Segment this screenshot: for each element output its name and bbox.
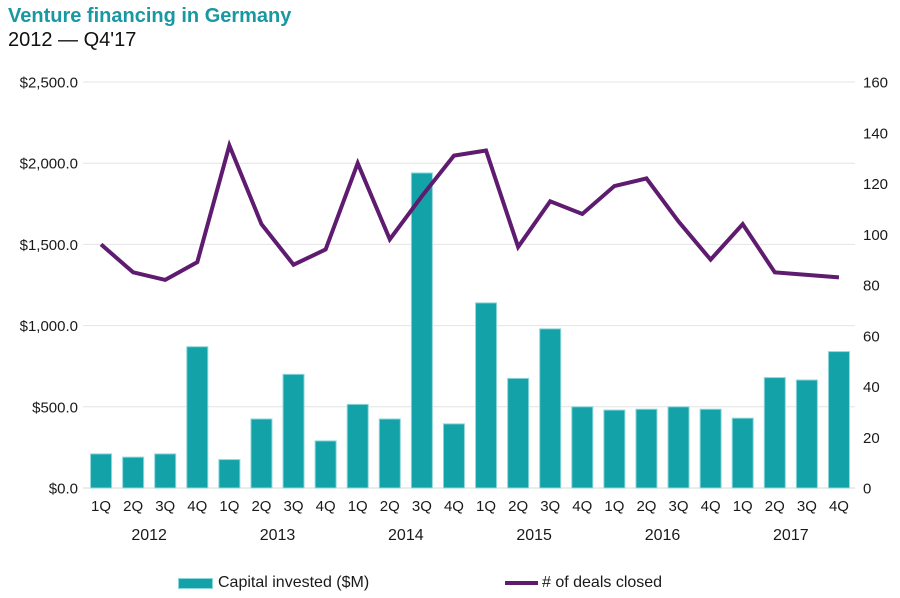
right-axis-tick-label: 140 <box>863 125 888 142</box>
capital-invested-bar-2016-4Q <box>699 408 722 489</box>
capital-invested-bar-2014-1Q <box>346 403 369 489</box>
capital-invested-bar-2016-3Q <box>667 406 690 489</box>
quarter-label: 1Q <box>91 498 111 515</box>
venture-financing-chart: $0.0 $500.0 $1,000.0 $1,500.0 $2,000.0 $2,500… <box>20 75 888 545</box>
quarter-label: 2Q <box>251 498 271 515</box>
capital-invested-bar-2017-2Q <box>763 377 786 489</box>
capital-invested-bar-2017-4Q <box>827 351 850 489</box>
capital-invested-bar-2017-3Q <box>795 379 818 489</box>
right-axis-tick-label: 20 <box>863 430 880 447</box>
quarter-label: 2Q <box>123 498 143 515</box>
capital-invested-bar-2015-3Q <box>539 328 562 489</box>
capital-invested-bar-2012-4Q <box>186 346 209 489</box>
left-axis-tick-label: $2,000.0 <box>20 156 78 173</box>
quarter-label: 2Q <box>636 498 656 515</box>
right-axis-tick-label: 40 <box>863 379 880 396</box>
capital-invested-bar-2015-2Q <box>507 377 530 489</box>
capital-invested-bar-2014-3Q <box>410 172 433 489</box>
left-axis-tick-label: $500.0 <box>32 399 78 416</box>
capital-invested-bar-2012-2Q <box>122 456 145 489</box>
year-label-2012: 2012 <box>131 527 167 544</box>
quarter-label: 3Q <box>155 498 175 515</box>
right-axis-tick-label: 0 <box>863 481 871 498</box>
deals-closed-swatch <box>505 581 538 585</box>
year-label-2015: 2015 <box>516 527 552 544</box>
left-axis-tick-label: $0.0 <box>49 481 78 498</box>
quarter-label: 4Q <box>572 498 592 515</box>
quarter-label: 1Q <box>733 498 753 515</box>
right-axis-tick-label: 120 <box>863 176 888 193</box>
right-axis-tick-label: 60 <box>863 328 880 345</box>
right-axis-tick-label: 80 <box>863 278 880 295</box>
capital-invested-bar-2013-1Q <box>218 459 241 489</box>
year-label-2017: 2017 <box>773 527 809 544</box>
quarter-label: 3Q <box>669 498 689 515</box>
capital-invested-swatch <box>178 577 213 589</box>
capital-invested-bar-2014-2Q <box>378 418 401 489</box>
capital-invested-bar-2013-2Q <box>250 418 273 489</box>
capital-invested-bar-2017-1Q <box>731 417 754 489</box>
quarter-label: 1Q <box>476 498 496 515</box>
legend-label-capital-invested: Capital invested ($M) <box>218 574 370 591</box>
chart-subtitle: 2012 — Q4'17 <box>8 29 137 51</box>
quarter-label: 3Q <box>412 498 432 515</box>
quarter-label: 4Q <box>187 498 207 515</box>
chart-title: Venture financing in Germany <box>8 5 292 27</box>
left-axis-tick-label: $2,500.0 <box>20 75 78 92</box>
capital-invested-bar-2016-1Q <box>603 409 626 489</box>
quarter-label: 2Q <box>380 498 400 515</box>
quarter-label: 4Q <box>316 498 336 515</box>
quarter-label: 2Q <box>765 498 785 515</box>
quarter-label: 1Q <box>348 498 368 515</box>
capital-invested-bar-2013-3Q <box>282 373 305 489</box>
capital-invested-bar-2014-4Q <box>442 423 465 489</box>
quarter-label: 3Q <box>797 498 817 515</box>
legend-item-deals-closed: # of deals closed <box>505 574 662 592</box>
quarter-label: 4Q <box>701 498 721 515</box>
legend-item-capital-invested: Capital invested ($M) <box>178 574 369 592</box>
deals-closed-line <box>99 139 840 283</box>
quarter-label: 2Q <box>508 498 528 515</box>
legend-label-deals-closed: # of deals closed <box>542 574 663 591</box>
capital-invested-bar-2015-4Q <box>571 406 594 489</box>
quarter-label: 4Q <box>829 498 849 515</box>
right-axis-tick-label: 100 <box>863 227 888 244</box>
capital-invested-bar-2012-3Q <box>154 453 177 489</box>
capital-invested-bar-2016-2Q <box>635 408 658 489</box>
quarter-label: 3Q <box>284 498 304 515</box>
quarter-label: 1Q <box>604 498 624 515</box>
quarter-label: 4Q <box>444 498 464 515</box>
left-axis-tick-label: $1,000.0 <box>20 318 78 335</box>
year-label-2016: 2016 <box>645 527 681 544</box>
quarter-label: 3Q <box>540 498 560 515</box>
year-label-2013: 2013 <box>260 527 296 544</box>
right-axis-tick-label: 160 <box>863 75 888 92</box>
capital-invested-bar-2015-1Q <box>475 302 498 489</box>
left-axis-tick-label: $1,500.0 <box>20 237 78 254</box>
legend: Capital invested ($M) # of deals closed <box>0 570 900 594</box>
quarter-label: 1Q <box>219 498 239 515</box>
capital-invested-bar-2012-1Q <box>90 453 113 489</box>
year-label-2014: 2014 <box>388 527 424 544</box>
capital-invested-bar-2013-4Q <box>314 440 337 489</box>
